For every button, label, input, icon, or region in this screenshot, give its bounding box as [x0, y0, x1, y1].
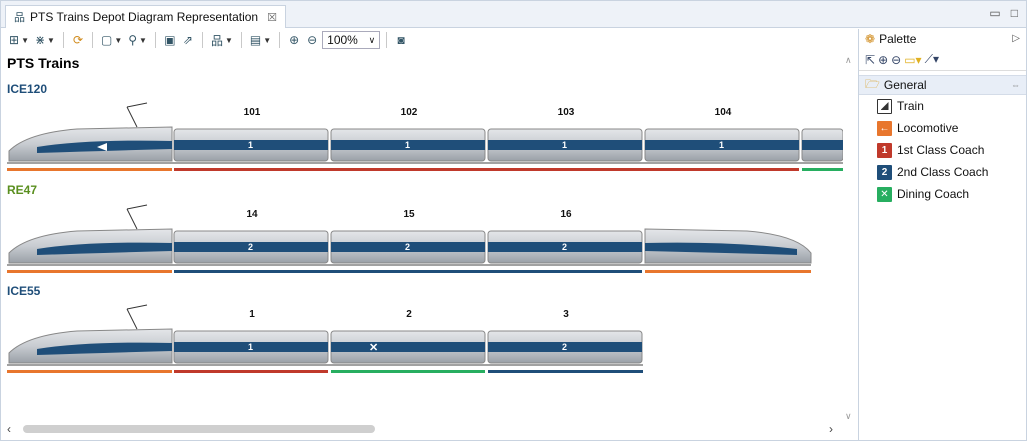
refresh-icon[interactable]: ⟳	[72, 33, 83, 47]
palette-panel: ❁ Palette ▷ ⇱ ⊕ ⊖ ▭▾ ⟋▾ 🗁 General ⇔ Trai…	[858, 29, 1026, 440]
select-tool-icon[interactable]: ⇱	[865, 52, 876, 67]
svg-text:1: 1	[248, 140, 253, 150]
train-icon	[877, 98, 892, 114]
svg-text:1: 1	[405, 140, 410, 150]
align-icon[interactable]: 品 ▼	[210, 33, 233, 48]
palette-tools: ⇱ ⊕ ⊖ ▭▾ ⟋▾	[859, 49, 1026, 71]
second-class-icon: 2	[877, 164, 892, 180]
coach-number: 103	[557, 107, 575, 118]
train-ice120[interactable]: 1 1 1 1	[7, 99, 843, 174]
tab-diagram[interactable]: 品 PTS Trains Depot Diagram Representatio…	[5, 5, 286, 28]
svg-text:2: 2	[562, 342, 567, 352]
palette-header: ❁ Palette ▷	[859, 29, 1026, 49]
palette-item-second-class-coach[interactable]: 2 2nd Class Coach	[859, 161, 1026, 183]
train-label-ice55[interactable]: ICE55	[7, 284, 41, 298]
dining-icon: ✕	[877, 186, 892, 202]
palette-item-train[interactable]: Train	[859, 95, 1026, 117]
zoom-select[interactable]: 100% ∨	[322, 31, 381, 49]
chevron-down-icon: ∨	[368, 34, 376, 45]
palette-item-locomotive[interactable]: ← Locomotive	[859, 117, 1026, 139]
paste-format-icon[interactable]: ▤ ▼	[249, 33, 272, 47]
svg-text:2: 2	[405, 242, 410, 252]
chevron-up-icon[interactable]: ∧	[845, 55, 852, 65]
palette-item-dining-coach[interactable]: ✕ Dining Coach	[859, 183, 1026, 205]
locomotive-icon: ←	[877, 120, 892, 136]
palette-item-first-class-coach[interactable]: 1 1st Class Coach	[859, 139, 1026, 161]
palette-icon: ❁	[865, 32, 876, 46]
zoom-value: 100%	[327, 33, 358, 47]
svg-text:1: 1	[719, 140, 724, 150]
first-class-icon: 1	[877, 142, 892, 158]
coach-number: 15	[403, 209, 415, 220]
palette-item-label: 2nd Class Coach	[897, 165, 989, 179]
minimize-icon[interactable]: ▭	[989, 6, 1001, 20]
select-all-icon[interactable]: ▣	[164, 33, 176, 47]
coach-number: 104	[714, 107, 732, 118]
folder-open-icon: 🗁	[865, 76, 880, 91]
svg-text:2: 2	[562, 242, 567, 252]
coach-number: 14	[246, 209, 258, 220]
zoom-out-tool-icon[interactable]: ⊖	[891, 52, 902, 67]
collapse-palette-icon[interactable]: ▷	[1012, 33, 1020, 44]
svg-text:1: 1	[248, 342, 253, 352]
note-tool-icon[interactable]: ▭▾	[904, 52, 922, 67]
train-label-ice120[interactable]: ICE120	[7, 82, 48, 96]
palette-item-label: 1st Class Coach	[897, 143, 985, 157]
train-label-re47[interactable]: RE47	[7, 183, 38, 197]
diagram-icon: 品	[14, 12, 25, 24]
layers-icon[interactable]: ▢ ▼	[100, 33, 123, 47]
camera-icon[interactable]: ◙	[397, 33, 405, 47]
coach-number: 2	[406, 309, 412, 320]
train-re47[interactable]: 2 2 2	[7, 201, 843, 276]
palette-item-label: Dining Coach	[897, 187, 970, 201]
export-icon[interactable]: ⇗	[182, 33, 193, 47]
diagram-toolbar: ⊞ ▼ ⋇ ▼ ⟳ ▢ ▼ ⚲ ▼ ▣ ⇗ 品 ▼ ▤ ▼ ⊕ ⊖ 100% ∨ ◙	[1, 29, 839, 51]
diagram-title: PTS Trains	[7, 55, 80, 71]
palette-item-label: Train	[897, 99, 924, 113]
train-ice55[interactable]: 1 ✕ 2	[7, 301, 843, 376]
palette-drawer-general[interactable]: 🗁 General ⇔	[859, 75, 1026, 95]
coach-number: 102	[400, 107, 418, 118]
scroll-thumb[interactable]	[23, 425, 375, 433]
vertical-scrollbar[interactable]: ∧ ∨	[843, 51, 857, 426]
layout-icon[interactable]: ⋇ ▼	[34, 33, 55, 47]
chevron-down-icon[interactable]: ∨	[845, 411, 852, 421]
chevron-left-icon[interactable]: ‹	[7, 422, 11, 436]
pin-icon[interactable]: ⇔	[1011, 80, 1020, 90]
filter-icon[interactable]: ⚲ ▼	[128, 33, 147, 47]
svg-text:1: 1	[562, 140, 567, 150]
maximize-icon[interactable]: □	[1010, 6, 1018, 20]
coach-number: 101	[243, 107, 261, 118]
close-icon[interactable]: ☒	[267, 11, 277, 24]
palette-title: Palette	[879, 32, 917, 46]
diagram-canvas[interactable]: PTS Trains ICE120	[1, 51, 843, 426]
coach-number: 16	[560, 209, 572, 220]
chevron-right-icon[interactable]: ›	[829, 422, 833, 436]
connection-tool-icon[interactable]: ⟋▾	[924, 52, 939, 66]
drawer-label: General	[883, 78, 927, 92]
arrange-icon[interactable]: ⊞ ▼	[9, 33, 29, 47]
tab-title: PTS Trains Depot Diagram Representation	[30, 10, 259, 24]
zoom-in-icon[interactable]: ⊕	[289, 33, 300, 47]
svg-text:✕: ✕	[369, 342, 378, 354]
coach-number: 3	[563, 309, 569, 320]
horizontal-scrollbar[interactable]: ‹ ›	[1, 421, 857, 437]
palette-item-label: Locomotive	[897, 121, 959, 135]
svg-text:2: 2	[248, 242, 253, 252]
tab-bar: 品 PTS Trains Depot Diagram Representatio…	[1, 1, 1026, 28]
coach-number: 1	[249, 309, 255, 320]
zoom-out-icon[interactable]: ⊖	[307, 33, 318, 47]
zoom-in-tool-icon[interactable]: ⊕	[878, 52, 889, 67]
